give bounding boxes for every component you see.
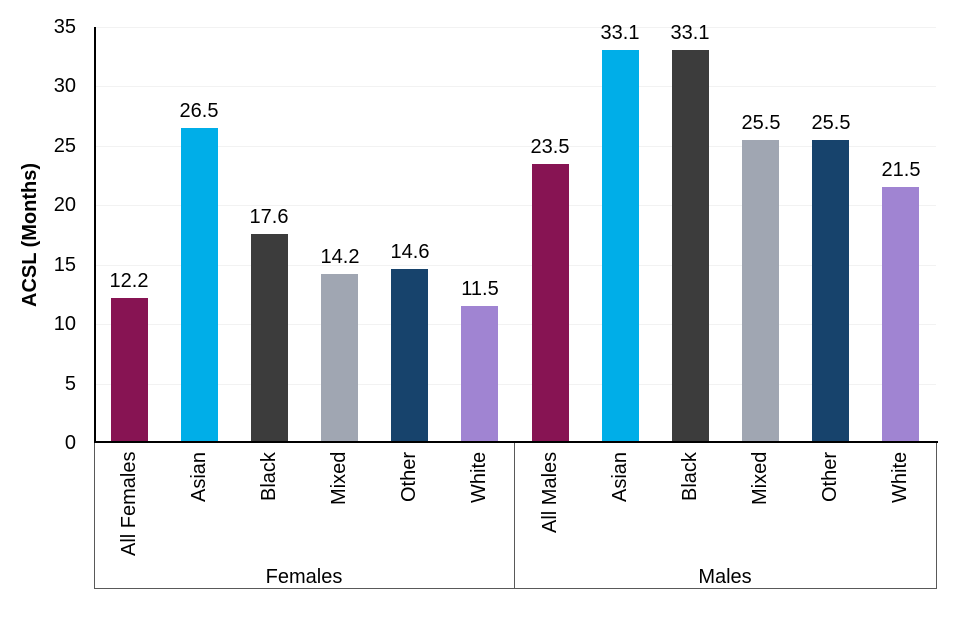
gridline bbox=[94, 384, 936, 385]
bar bbox=[391, 269, 428, 443]
y-axis-tick-label: 0 bbox=[64, 432, 76, 454]
bar-value-label: 21.5 bbox=[881, 159, 921, 181]
group-label: Males bbox=[698, 566, 752, 588]
bar bbox=[111, 298, 148, 443]
gridline bbox=[94, 146, 936, 147]
category-bracket-right-line bbox=[936, 443, 937, 588]
category-label: Asian bbox=[609, 451, 631, 502]
bar-value-label: 14.6 bbox=[390, 241, 430, 263]
category-label: All Females bbox=[118, 451, 140, 556]
bar bbox=[812, 140, 849, 443]
category-label: Mixed bbox=[749, 451, 771, 505]
category-bracket-left-line bbox=[94, 443, 95, 588]
bar-value-label: 23.5 bbox=[530, 136, 570, 158]
bar-value-label: 33.1 bbox=[600, 22, 640, 44]
bar-value-label: 11.5 bbox=[461, 278, 499, 300]
bar bbox=[602, 50, 639, 443]
y-axis-tick-label: 35 bbox=[53, 16, 76, 38]
x-axis-line bbox=[94, 441, 938, 443]
y-axis-line bbox=[94, 27, 96, 443]
category-label: Black bbox=[679, 452, 701, 501]
bar bbox=[251, 234, 288, 443]
bar-value-label: 25.5 bbox=[811, 112, 851, 134]
bar bbox=[742, 140, 779, 443]
bar bbox=[181, 128, 218, 443]
gridline bbox=[94, 86, 936, 87]
category-label: White bbox=[889, 451, 911, 503]
gridline bbox=[94, 27, 936, 28]
bar bbox=[321, 274, 358, 443]
bar bbox=[882, 187, 919, 443]
y-axis-tick-label: 10 bbox=[53, 313, 76, 335]
y-axis-tick-label: 5 bbox=[64, 373, 76, 395]
gridline bbox=[94, 324, 936, 325]
group-label: Females bbox=[265, 566, 343, 588]
gridline bbox=[94, 205, 936, 206]
bar-value-label: 25.5 bbox=[741, 112, 781, 134]
bar-value-label: 14.2 bbox=[320, 246, 360, 268]
bar bbox=[672, 50, 709, 443]
y-axis-tick-label: 20 bbox=[53, 194, 76, 216]
category-label: White bbox=[468, 451, 490, 503]
category-label: Other bbox=[398, 451, 420, 502]
category-label: Asian bbox=[188, 451, 210, 502]
category-label: Black bbox=[258, 452, 280, 501]
category-label: Mixed bbox=[328, 451, 350, 505]
bar bbox=[532, 164, 569, 443]
bar-value-label: 33.1 bbox=[670, 22, 710, 44]
bar bbox=[461, 306, 498, 443]
category-label: Other bbox=[819, 451, 841, 502]
gridline bbox=[94, 265, 936, 266]
category-label: All Males bbox=[539, 451, 561, 533]
group-separator-line bbox=[514, 443, 515, 588]
y-axis-tick-label: 25 bbox=[53, 135, 76, 157]
category-bracket-bottom-line bbox=[94, 588, 937, 589]
y-axis-tick-label: 15 bbox=[53, 254, 76, 276]
bar-value-label: 26.5 bbox=[179, 100, 219, 122]
y-axis-tick-label: 30 bbox=[53, 75, 76, 97]
bar-value-label: 17.6 bbox=[249, 206, 289, 228]
bar-value-label: 12.2 bbox=[109, 270, 149, 292]
y-axis-title: ACSL (Months) bbox=[19, 162, 41, 307]
